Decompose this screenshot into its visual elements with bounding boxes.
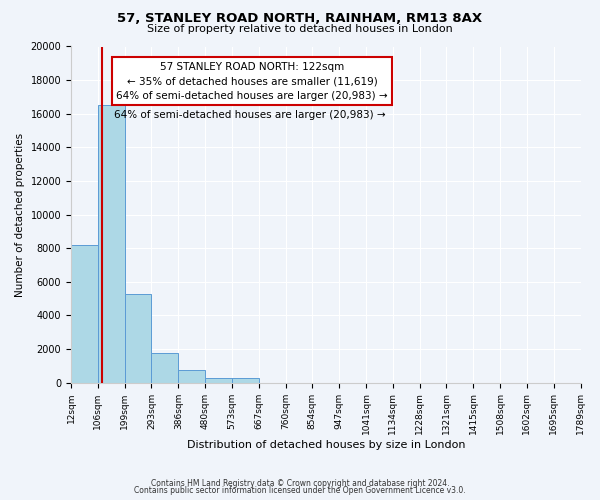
Y-axis label: Number of detached properties: Number of detached properties <box>15 132 25 296</box>
Bar <box>71 245 98 382</box>
Bar <box>98 106 125 382</box>
Text: Size of property relative to detached houses in London: Size of property relative to detached ho… <box>147 24 453 34</box>
Bar <box>205 378 232 382</box>
Text: Contains public sector information licensed under the Open Government Licence v3: Contains public sector information licen… <box>134 486 466 495</box>
Bar <box>178 370 205 382</box>
Text: 57 STANLEY ROAD NORTH: 122sqm: 57 STANLEY ROAD NORTH: 122sqm <box>157 70 341 80</box>
Text: Contains HM Land Registry data © Crown copyright and database right 2024.: Contains HM Land Registry data © Crown c… <box>151 478 449 488</box>
Text: ← 35% of detached houses are smaller (11,619): ← 35% of detached houses are smaller (11… <box>124 90 375 100</box>
Text: 64% of semi-detached houses are larger (20,983) →: 64% of semi-detached houses are larger (… <box>113 110 385 120</box>
Bar <box>151 353 178 382</box>
Bar <box>125 294 151 382</box>
X-axis label: Distribution of detached houses by size in London: Distribution of detached houses by size … <box>187 440 465 450</box>
Text: 57, STANLEY ROAD NORTH, RAINHAM, RM13 8AX: 57, STANLEY ROAD NORTH, RAINHAM, RM13 8A… <box>118 12 482 26</box>
Text: 57 STANLEY ROAD NORTH: 122sqm
← 35% of detached houses are smaller (11,619)
64% : 57 STANLEY ROAD NORTH: 122sqm ← 35% of d… <box>116 62 388 101</box>
Bar <box>232 378 259 382</box>
